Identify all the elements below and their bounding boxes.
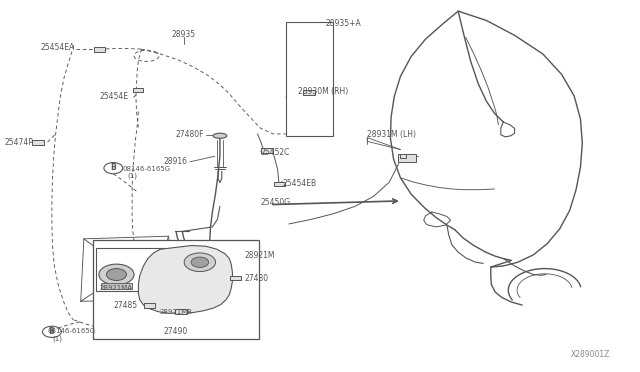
Text: 28935+A: 28935+A (325, 19, 361, 28)
Text: (1): (1) (52, 335, 62, 342)
Text: B: B (49, 327, 54, 336)
Text: 28921MA: 28921MA (100, 285, 133, 291)
Bar (33, 140, 44, 145)
Text: 28916: 28916 (163, 157, 188, 166)
Text: X289001Z: X289001Z (570, 350, 610, 359)
Bar (175, 310, 188, 314)
Text: 28931M (LH): 28931M (LH) (367, 130, 416, 139)
Bar (398, 154, 415, 162)
Circle shape (104, 163, 123, 174)
Circle shape (191, 257, 209, 267)
Text: 27485: 27485 (113, 301, 137, 310)
Ellipse shape (213, 133, 227, 138)
Bar (285, 22, 333, 136)
Text: B: B (110, 163, 116, 172)
Bar (94, 47, 105, 52)
Text: 28921M: 28921M (245, 251, 275, 260)
Text: 25454E: 25454E (100, 92, 129, 101)
Text: 25474P: 25474P (4, 138, 33, 147)
Circle shape (42, 326, 61, 337)
Bar (260, 148, 273, 153)
Bar (144, 304, 156, 308)
Polygon shape (138, 246, 232, 313)
Text: 08146-6165G: 08146-6165G (47, 328, 95, 334)
Bar (400, 154, 406, 158)
Bar (303, 90, 315, 95)
Circle shape (184, 253, 216, 272)
Text: 27480F: 27480F (176, 130, 204, 139)
Bar (100, 283, 132, 289)
Text: 27490: 27490 (164, 327, 188, 336)
Bar (274, 182, 285, 186)
Bar (133, 87, 143, 92)
Bar (93, 240, 259, 339)
Circle shape (106, 269, 127, 280)
Text: 27480: 27480 (245, 274, 269, 283)
Text: 25454EA: 25454EA (40, 43, 74, 52)
Text: (1): (1) (127, 173, 137, 179)
Bar (97, 248, 165, 291)
Text: 25452C: 25452C (260, 148, 290, 157)
Text: 28930M (RH): 28930M (RH) (298, 87, 349, 96)
Text: 08146-6165G: 08146-6165G (123, 166, 171, 171)
Bar (230, 276, 241, 280)
Text: 25450G: 25450G (260, 198, 291, 207)
Text: 28921MB: 28921MB (159, 309, 193, 315)
Text: 28935: 28935 (172, 30, 196, 39)
Text: 25454EB: 25454EB (283, 179, 317, 187)
Circle shape (99, 264, 134, 285)
